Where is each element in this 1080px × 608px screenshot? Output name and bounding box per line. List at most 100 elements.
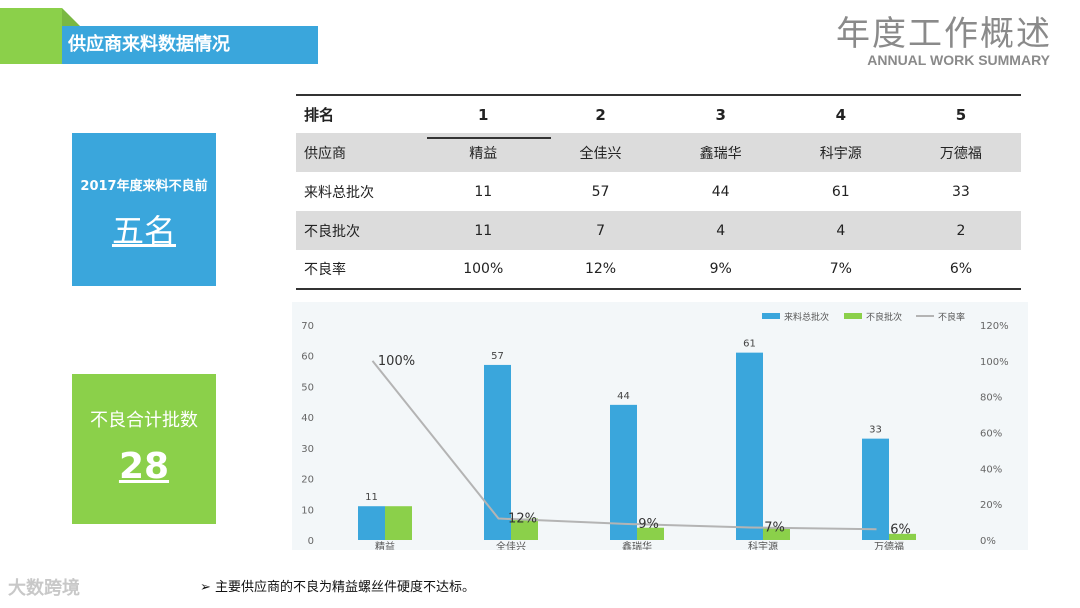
bar-defect-batches: [385, 506, 412, 540]
table-cell: 2: [900, 211, 1021, 250]
defect-total-card: 不良合计批数 28: [72, 374, 216, 524]
table-cell: 44: [711, 183, 730, 200]
rank-underline: [427, 137, 551, 139]
bar-incoming-batches: [358, 506, 385, 540]
supplier-table: 排名 1 2 3 4 5 供应商 精益 全佳兴 鑫瑞华 科宇源 万德福 来料总批…: [296, 94, 1021, 290]
footer-note-text: 主要供应商的不良为精益螺丝件硬度不达标。: [215, 580, 476, 595]
legend-label: 不良批次: [866, 311, 902, 323]
line-data-label: 100%: [378, 354, 415, 369]
table-header-cell: 2: [540, 94, 661, 133]
table-header-cell: 3: [660, 94, 781, 133]
footer-note: ➢ 主要供应商的不良为精益螺丝件硬度不达标。: [200, 576, 475, 595]
table-cell: 万德福: [900, 133, 1021, 172]
table-header-cell: 4: [780, 94, 901, 133]
table-row: 不良率 100% 12% 9% 7% 6%: [296, 250, 1021, 290]
y-left-tick-label: 10: [301, 505, 314, 516]
table-cell: 供应商: [296, 133, 426, 172]
table-cell: 7: [540, 211, 661, 250]
brand-logo: 大数跨境: [8, 578, 80, 599]
y-left-tick-label: 30: [301, 444, 314, 455]
table-cell: 11: [474, 183, 493, 200]
y-right-tick-label: 100%: [980, 357, 1009, 368]
bar-incoming-batches: [610, 404, 637, 540]
table-header-cell: 排名: [296, 94, 426, 133]
table-header-row: 排名 1 2 3 4 5: [296, 94, 1021, 133]
table-cell: 科宇源: [780, 133, 901, 172]
top-five-card: 2017年度来料不良前 五名: [72, 133, 216, 286]
bar-defect-batches: [511, 518, 538, 540]
table-cell: 4: [660, 211, 781, 250]
header-accent-green: [0, 8, 62, 64]
page-subtitle: ANNUAL WORK SUMMARY: [867, 52, 1050, 68]
x-tick-label: 精益: [375, 540, 395, 550]
bar-defect-batches: [763, 527, 790, 540]
table-cell: 4: [780, 211, 901, 250]
table-cell: 12%: [540, 250, 661, 290]
x-tick-label: 万德福: [874, 540, 904, 550]
bar-data-label: 57: [491, 351, 504, 362]
y-right-tick-label: 40%: [980, 464, 1002, 475]
table-cell: 不良率: [296, 250, 426, 290]
bar-data-label: 61: [743, 339, 756, 350]
y-left-tick-label: 60: [301, 352, 314, 363]
page-title: 年度工作概述: [836, 14, 1052, 54]
table-row: 来料总批次 11 57 44 61 33: [296, 172, 1021, 211]
x-tick-label: 鑫瑞华: [622, 540, 652, 550]
table-row: 不良批次 11 7 4 4 2: [296, 211, 1021, 250]
line-data-label: 6%: [890, 522, 911, 537]
supplier-chart: 0 10 20 30 40 50 60 70 0% 20% 40% 60% 80% 100% 120% 11 精…: [301, 311, 1009, 550]
table-cell: 11: [426, 211, 541, 250]
y-left-tick-label: 40: [301, 413, 314, 424]
bar-data-label: 44: [617, 391, 630, 402]
table-cell: 100%: [426, 250, 541, 290]
bar-data-label: 11: [365, 492, 378, 503]
top-five-label: 2017年度来料不良前: [80, 179, 208, 194]
defect-total-label: 不良合计批数: [90, 410, 198, 431]
x-tick-label: 科宇源: [748, 540, 778, 550]
x-tick-label: 全佳兴: [496, 540, 526, 550]
y-right-tick-label: 120%: [980, 321, 1009, 332]
line-data-label: 7%: [764, 520, 785, 535]
bar-defect-batches: [889, 533, 916, 540]
defect-rate-line: [371, 360, 877, 531]
legend-label: 不良率: [938, 311, 965, 323]
line-data-label: 9%: [638, 517, 659, 532]
bar-incoming-batches: [736, 352, 763, 540]
bar-defect-batches: [637, 527, 664, 540]
header-fold: [62, 8, 80, 26]
table-cell: 精益: [426, 133, 541, 172]
table-cell: 33: [952, 183, 970, 200]
y-right-tick-label: 60%: [980, 429, 1002, 440]
legend-label: 来料总批次: [784, 311, 829, 323]
top-five-value: 五名: [111, 212, 176, 250]
y-right-tick-label: 0%: [980, 536, 996, 547]
legend-swatch: [762, 313, 780, 319]
table-cell: 6%: [900, 250, 1021, 290]
table-cell: 61: [831, 183, 850, 200]
y-left-tick-label: 70: [301, 321, 314, 332]
bar-data-label: 33: [869, 425, 882, 436]
table-cell: 57: [591, 183, 610, 200]
y-right-tick-label: 20%: [980, 500, 1002, 511]
table-row: 供应商 精益 全佳兴 鑫瑞华 科宇源 万德福: [296, 133, 1021, 172]
table-cell: 不良批次: [296, 211, 426, 250]
section-title: 供应商来料数据情况: [62, 26, 318, 64]
table-cell: 来料总批次: [304, 184, 374, 201]
table-cell: 9%: [660, 250, 781, 290]
legend-swatch: [844, 313, 862, 319]
table-cell: 鑫瑞华: [660, 133, 781, 172]
y-left-tick-label: 50: [301, 382, 314, 393]
defect-total-value: 28: [118, 446, 170, 487]
table-cell: 7%: [780, 250, 901, 290]
bar-incoming-batches: [484, 364, 511, 540]
y-left-tick-label: 20: [301, 475, 314, 486]
table-header-cell: 5: [900, 94, 1021, 133]
chart-background: [292, 302, 1028, 550]
bullet-icon: ➢: [200, 580, 211, 595]
table-header-cell: 1: [426, 94, 541, 133]
y-right-tick-label: 80%: [980, 393, 1002, 404]
line-data-label: 12%: [508, 512, 537, 527]
table-cell: 全佳兴: [540, 133, 661, 172]
y-left-tick-label: 0: [308, 536, 314, 547]
bar-incoming-batches: [862, 438, 889, 540]
